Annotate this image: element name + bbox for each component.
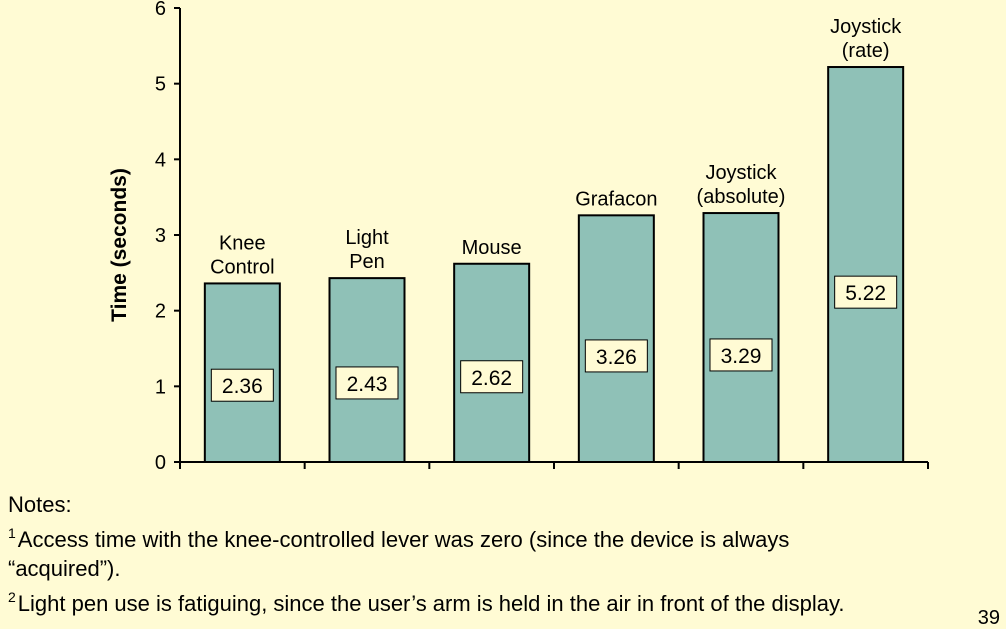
data-label-box-2 — [335, 366, 399, 400]
note-item-1: 1Access time with the knee-controlled le… — [8, 519, 1004, 583]
bar-6 — [827, 66, 905, 464]
data-label-box-1 — [210, 368, 274, 402]
note-marker-2: 2 — [8, 589, 16, 605]
category-label-4: Grafacon — [575, 188, 657, 210]
page-number: 39 — [977, 607, 1000, 629]
category-label-2: Light Pen — [345, 227, 389, 273]
bar-5 — [702, 212, 780, 463]
data-label-box-3 — [460, 360, 524, 394]
note-2-line-1: Light pen use is fatiguing, since the us… — [17, 591, 845, 616]
y-tick-label-4: 4 — [155, 149, 166, 171]
category-label-6: Joystick (rate) — [830, 16, 902, 62]
note-1-line-1: Access time with the knee-controlled lev… — [17, 527, 790, 552]
category-label-1: Knee Control — [210, 232, 274, 278]
note-item-2: 2Light pen use is fatiguing, since the u… — [8, 583, 1004, 618]
data-label-4: 3.26 — [596, 346, 637, 369]
y-tick-label-2: 2 — [155, 301, 166, 323]
data-label-box-6 — [834, 275, 898, 309]
bar-4 — [577, 214, 655, 463]
notes-heading: Notes: — [8, 492, 72, 517]
data-label-3: 2.62 — [471, 367, 512, 390]
y-axis-title: Time (seconds) — [108, 168, 131, 322]
data-label-box-4 — [584, 339, 648, 373]
data-label-box-5 — [709, 338, 773, 372]
notes-section: Notes: 1Access time with the knee-contro… — [8, 490, 1004, 618]
note-1-line-2: “acquired”). — [8, 556, 121, 581]
data-label-2: 2.43 — [347, 373, 388, 396]
y-tick-label-0: 0 — [155, 452, 166, 474]
category-label-5: Joystick (absolute) — [697, 162, 786, 208]
note-marker-1: 1 — [8, 525, 16, 541]
data-label-6: 5.22 — [845, 282, 886, 305]
y-tick-label-6: 6 — [155, 0, 166, 20]
y-tick-label-1: 1 — [155, 376, 166, 398]
y-tick-label-5: 5 — [155, 74, 166, 96]
bar-chart: Knee Control 2.36 Light Pen 2.43 Mouse 2.62 Graf… — [108, 0, 929, 474]
y-tick-label-3: 3 — [155, 225, 166, 247]
data-label-5: 3.29 — [721, 345, 762, 368]
category-label-3: Mouse — [462, 237, 522, 259]
data-label-1: 2.36 — [222, 375, 263, 398]
